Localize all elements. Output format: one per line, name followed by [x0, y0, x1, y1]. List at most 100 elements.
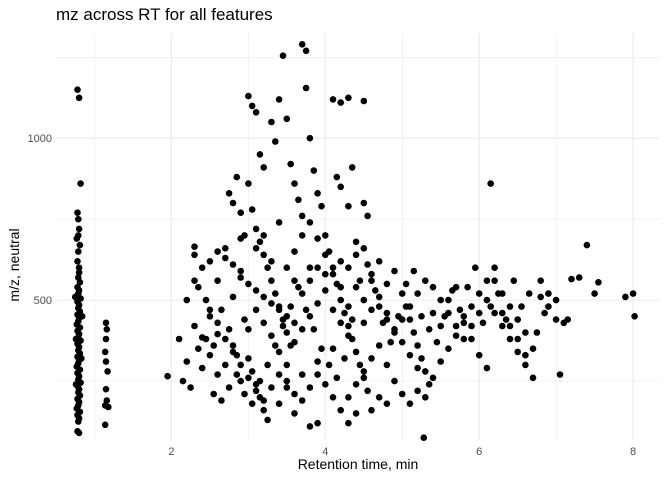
scatter-point [306, 423, 314, 430]
scatter-point [383, 361, 391, 369]
scatter-point [283, 329, 291, 336]
scatter-point [410, 267, 418, 275]
scatter-point [183, 358, 191, 365]
scatter-point [275, 348, 283, 356]
scatter-point [433, 338, 441, 346]
scatter-point [452, 322, 460, 330]
scatter-point [387, 338, 395, 346]
scatter-point [356, 361, 364, 369]
scatter-point [460, 313, 468, 320]
scatter-point [314, 190, 321, 197]
scatter-point [356, 277, 364, 285]
scatter-point [241, 316, 248, 323]
scatter-point [102, 335, 110, 343]
scatter-point [252, 306, 260, 314]
scatter-point [75, 418, 82, 425]
scatter-point [414, 290, 421, 297]
scatter-point [322, 270, 329, 278]
scatter-point [272, 138, 279, 145]
scatter-point [252, 109, 260, 116]
scatter-point [414, 364, 421, 372]
scatter-point [510, 277, 518, 285]
scatter-point [506, 303, 514, 310]
scatter-point [222, 254, 229, 262]
scatter-point [506, 322, 514, 330]
scatter-point [352, 381, 360, 388]
scatter-point [225, 384, 233, 391]
scatter-point [77, 180, 84, 187]
scatter-point [241, 390, 248, 398]
scatter-point [479, 319, 487, 327]
scatter-point [206, 351, 214, 359]
scatter-point [329, 270, 337, 278]
scatter-point [245, 280, 252, 288]
scatter-point [245, 92, 252, 100]
scatter-point [564, 316, 571, 323]
scatter-point [283, 384, 291, 391]
scatter-point [75, 248, 82, 255]
scatter-point [252, 387, 260, 395]
scatter-point [345, 322, 352, 330]
scatter-point [629, 290, 637, 297]
scatter-point [437, 322, 445, 330]
scatter-point [291, 338, 298, 346]
scatter-point [398, 338, 406, 346]
y-axis-label: m/z, neutral [6, 228, 22, 302]
scatter-point [237, 274, 244, 281]
scatter-point [522, 361, 529, 369]
scatter-point [75, 225, 83, 233]
scatter-point [75, 269, 83, 276]
scatter-point [198, 364, 206, 372]
scatter-point [73, 235, 81, 242]
scatter-point [222, 245, 229, 252]
scatter-point [483, 277, 491, 285]
scatter-point [499, 322, 506, 330]
scatter-point [248, 206, 256, 213]
scatter-point [260, 251, 268, 259]
scatter-point [556, 371, 564, 378]
scatter-point [295, 283, 302, 291]
scatter-point [237, 235, 244, 242]
scatter-point [298, 212, 306, 220]
scatter-point [233, 371, 241, 378]
scatter-point [422, 394, 429, 401]
scatter-point [191, 251, 198, 259]
scatter-point [375, 342, 383, 349]
scatter-point [475, 290, 483, 297]
scatter-point [460, 319, 468, 327]
scatter-point [237, 361, 244, 369]
scatter-point [322, 251, 329, 259]
scatter-point [329, 306, 337, 314]
scatter-point [283, 115, 291, 123]
scatter-point [237, 267, 244, 275]
scatter-point [302, 47, 310, 55]
scatter-point [275, 219, 283, 226]
scatter-point [322, 287, 329, 294]
scatter-point [233, 173, 241, 181]
scatter-point [291, 390, 298, 398]
scatter-point [214, 277, 221, 285]
scatter-point [283, 264, 291, 272]
scatter-point [272, 342, 279, 349]
scatter-point [229, 261, 237, 268]
scatter-point [295, 196, 302, 204]
scatter-point [260, 164, 268, 171]
scatter-point [283, 313, 291, 320]
scatter-point [275, 306, 283, 314]
scatter-point [360, 97, 368, 105]
scatter-point [429, 309, 437, 317]
scatter-point [291, 248, 298, 255]
scatter-point [364, 387, 371, 395]
scatter-point [279, 52, 287, 59]
scatter-point [260, 397, 268, 404]
scatter-point [529, 345, 537, 353]
scatter-point [74, 258, 81, 265]
scatter-point [368, 406, 375, 414]
scatter-point [375, 293, 383, 301]
scatter-point [229, 199, 237, 207]
scatter-point [75, 264, 83, 272]
scatter-point [337, 183, 345, 191]
scatter-point [514, 348, 521, 356]
scatter-point [325, 361, 333, 369]
scatter-point [391, 377, 398, 385]
